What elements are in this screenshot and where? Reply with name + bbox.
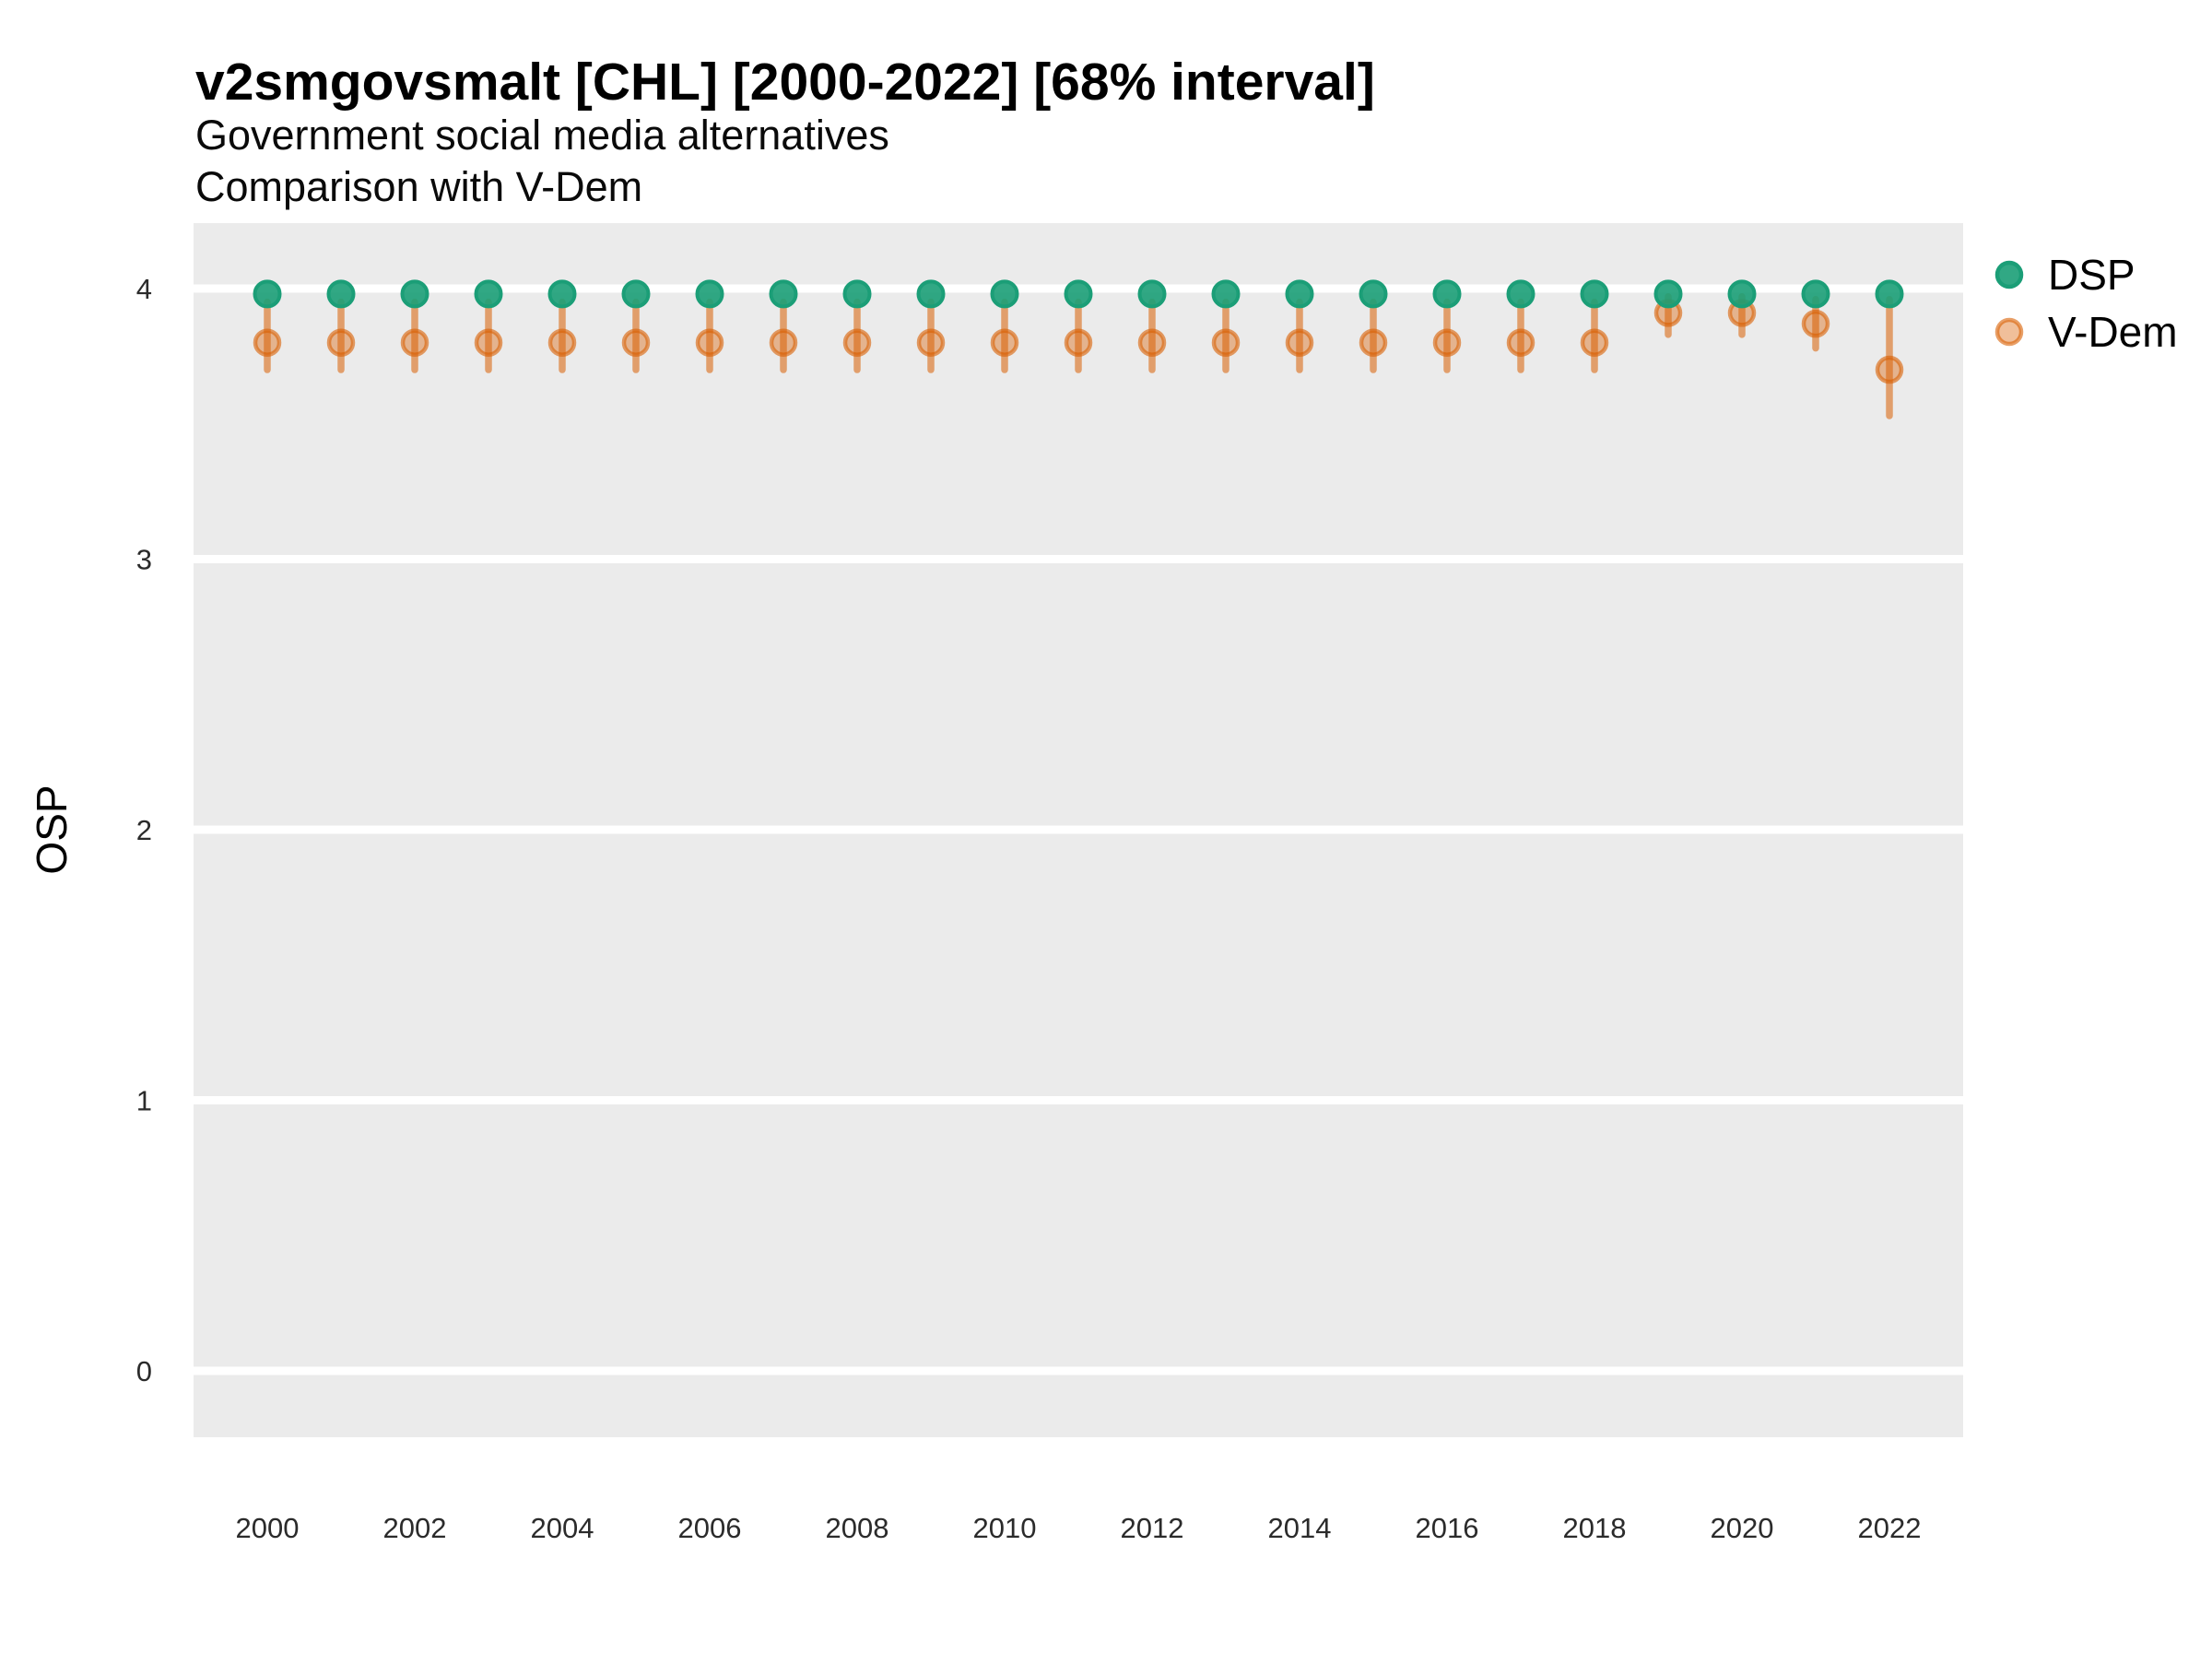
dsp-point-2014 xyxy=(1285,279,1314,309)
vdem-point-2021 xyxy=(1801,309,1830,338)
vdem-point-2006 xyxy=(695,328,724,357)
x-axis-tick-labels: 2000 2002 2004 2006 2008 2010 2012 2014 2016 2018… xyxy=(236,1512,1922,1544)
vdem-point-2009 xyxy=(916,328,946,357)
vdem-point-2001 xyxy=(326,328,356,357)
vdem-point-2010 xyxy=(990,328,1019,357)
x-tick-label-2008: 2008 xyxy=(826,1512,889,1544)
dsp-point-2003 xyxy=(474,279,503,309)
dsp-point-2019 xyxy=(1653,279,1683,309)
dsp-point-2011 xyxy=(1064,279,1093,309)
dsp-point-2008 xyxy=(842,279,872,309)
vdem-point-2022 xyxy=(1875,355,1904,384)
y-axis-title: OSP xyxy=(28,785,76,874)
legend: DSP V-Dem xyxy=(1994,251,2178,356)
legend-dsp-dot-icon xyxy=(1994,260,2024,289)
y-tick-label-4: 4 xyxy=(136,273,152,305)
x-tick-label-2004: 2004 xyxy=(531,1512,594,1544)
data-points xyxy=(253,279,1904,419)
y-axis-tick-labels: 0 1 2 3 4 xyxy=(136,273,152,1387)
vdem-point-2017 xyxy=(1506,328,1535,357)
dsp-point-2005 xyxy=(621,279,651,309)
x-tick-label-2016: 2016 xyxy=(1416,1512,1479,1544)
x-tick-label-2002: 2002 xyxy=(383,1512,447,1544)
dsp-point-2022 xyxy=(1875,279,1904,309)
dsp-point-2004 xyxy=(547,279,577,309)
vdem-point-2016 xyxy=(1432,328,1462,357)
vdem-point-2008 xyxy=(842,328,872,357)
x-tick-label-2012: 2012 xyxy=(1121,1512,1184,1544)
vdem-point-2007 xyxy=(769,328,798,357)
y-tick-label-1: 1 xyxy=(136,1085,152,1117)
legend-dsp-label: DSP xyxy=(2048,251,2136,299)
vdem-point-2000 xyxy=(253,328,282,357)
x-tick-label-2014: 2014 xyxy=(1268,1512,1332,1544)
dsp-point-2000 xyxy=(253,279,282,309)
x-tick-label-2022: 2022 xyxy=(1858,1512,1922,1544)
dsp-point-2006 xyxy=(695,279,724,309)
legend-vdem-dot-icon xyxy=(1994,317,2024,347)
dsp-point-2010 xyxy=(990,279,1019,309)
vdem-point-2018 xyxy=(1580,328,1609,357)
gridlines xyxy=(194,284,1963,1375)
dsp-point-2017 xyxy=(1506,279,1535,309)
vdem-point-2012 xyxy=(1137,328,1167,357)
x-tick-label-2000: 2000 xyxy=(236,1512,300,1544)
vdem-point-2014 xyxy=(1285,328,1314,357)
y-tick-label-0: 0 xyxy=(136,1355,152,1387)
y-tick-label-3: 3 xyxy=(136,544,152,576)
chart-title: v2smgovsmalt [CHL] [2000-2022] [68% inte… xyxy=(195,53,1375,112)
vdem-point-2005 xyxy=(621,328,651,357)
vdem-point-2002 xyxy=(400,328,429,357)
vdem-point-2015 xyxy=(1359,328,1388,357)
x-tick-label-2020: 2020 xyxy=(1711,1512,1774,1544)
dsp-point-2009 xyxy=(916,279,946,309)
vdem-point-2003 xyxy=(474,328,503,357)
dsp-point-2001 xyxy=(326,279,356,309)
legend-vdem-label: V-Dem xyxy=(2048,308,2178,356)
vdem-point-2013 xyxy=(1211,328,1241,357)
y-tick-label-2: 2 xyxy=(136,814,152,846)
vdem-point-2004 xyxy=(547,328,577,357)
dsp-point-2012 xyxy=(1137,279,1167,309)
dsp-point-2013 xyxy=(1211,279,1241,309)
chart-subtitle-line2: Comparison with V-Dem xyxy=(195,163,642,210)
x-tick-label-2006: 2006 xyxy=(678,1512,742,1544)
x-tick-label-2018: 2018 xyxy=(1563,1512,1627,1544)
vdem-point-2011 xyxy=(1064,328,1093,357)
dsp-point-2020 xyxy=(1727,279,1757,309)
dsp-point-2021 xyxy=(1801,279,1830,309)
dsp-point-2015 xyxy=(1359,279,1388,309)
dsp-point-2016 xyxy=(1432,279,1462,309)
chart-subtitle-line1: Government social media alternatives xyxy=(195,112,889,159)
x-tick-label-2010: 2010 xyxy=(973,1512,1037,1544)
dsp-point-2002 xyxy=(400,279,429,309)
dsp-point-2007 xyxy=(769,279,798,309)
dsp-point-2018 xyxy=(1580,279,1609,309)
